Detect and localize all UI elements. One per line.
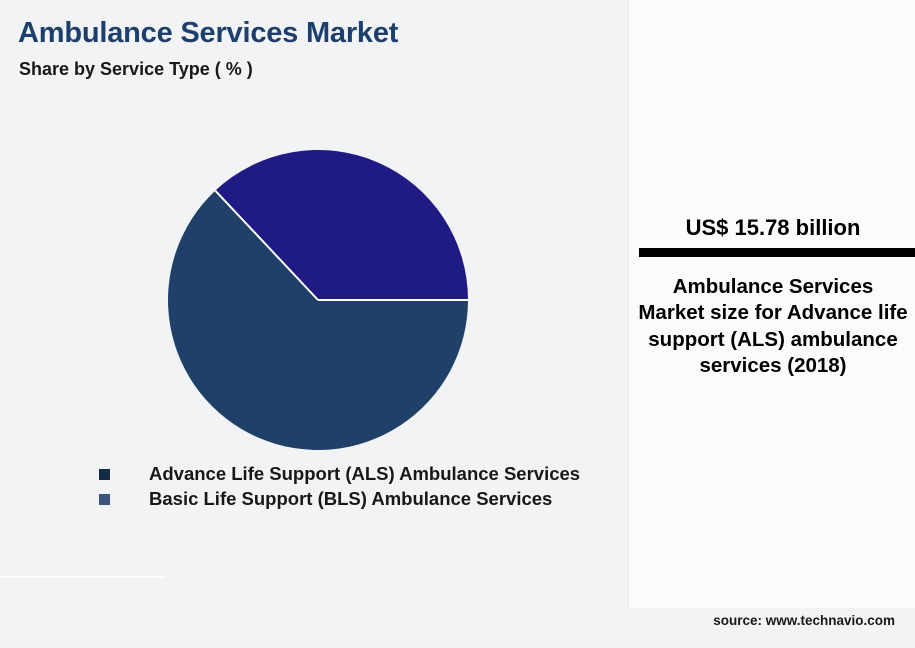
callout-panel: US$ 15.78 billion Ambulance Services Mar… <box>628 0 915 608</box>
pie-chart <box>168 150 468 450</box>
legend-label-bls: Basic Life Support (BLS) Ambulance Servi… <box>149 488 553 510</box>
callout-value: US$ 15.78 billion <box>685 215 861 240</box>
chart-subtitle: Share by Service Type ( % ) <box>19 59 253 79</box>
source-note: source: www.technavio.com <box>713 613 895 628</box>
legend: Advance Life Support (ALS) Ambulance Ser… <box>99 462 619 512</box>
legend-label-als: Advance Life Support (ALS) Ambulance Ser… <box>149 463 581 485</box>
legend-swatch-als-icon <box>99 469 110 480</box>
pie-slice-als[interactable] <box>215 150 468 300</box>
pie-chart-svg <box>168 150 468 450</box>
legend-item-als[interactable]: Advance Life Support (ALS) Ambulance Ser… <box>99 462 619 487</box>
legend-swatch-bls-icon <box>99 494 110 505</box>
chart-panel: Ambulance Services Market Share by Servi… <box>0 17 619 578</box>
legend-item-bls[interactable]: Basic Life Support (BLS) Ambulance Servi… <box>99 487 619 512</box>
callout-description: Ambulance Services Market size for Advan… <box>638 275 908 378</box>
bottom-divider <box>0 576 166 578</box>
pie-slice-bls[interactable] <box>168 190 468 450</box>
pie-divider-diagonal <box>214 189 319 301</box>
callout-underline <box>639 248 915 257</box>
page-title: Ambulance Services Market <box>18 17 399 49</box>
